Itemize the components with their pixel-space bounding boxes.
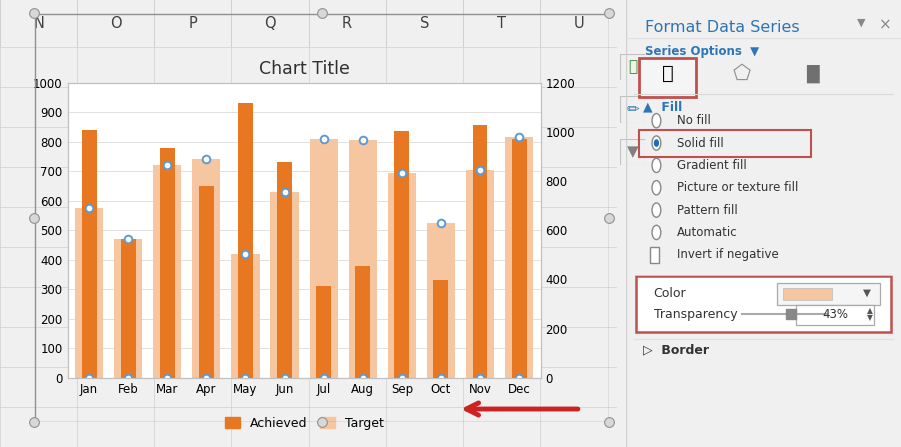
Bar (199, 186, 214, 378)
Bar (159, 148, 175, 378)
Bar (310, 139, 338, 378)
Bar (650, 247, 660, 263)
Text: ▼: ▼ (862, 288, 870, 298)
Title: Chart Title: Chart Title (259, 60, 350, 78)
Text: ⬠: ⬠ (733, 64, 751, 84)
Text: ▷  Border: ▷ Border (642, 343, 709, 356)
Text: Solid fill: Solid fill (677, 136, 724, 150)
Bar (349, 140, 377, 378)
Legend: Achieved, Target: Achieved, Target (220, 412, 388, 435)
Circle shape (652, 136, 660, 150)
Circle shape (652, 114, 660, 128)
Text: ＋: ＋ (628, 59, 637, 75)
Text: ✏: ✏ (626, 102, 639, 117)
Text: Automatic: Automatic (677, 226, 738, 239)
Bar (278, 162, 292, 378)
FancyBboxPatch shape (796, 305, 874, 325)
Text: Picture or texture fill: Picture or texture fill (677, 181, 798, 194)
Bar (355, 266, 370, 378)
Bar (238, 103, 253, 378)
Text: Color: Color (653, 287, 687, 300)
Bar (505, 137, 533, 378)
Bar (316, 286, 331, 378)
Text: ×: × (879, 18, 892, 33)
Bar (192, 160, 221, 378)
Bar (153, 165, 181, 378)
FancyBboxPatch shape (636, 276, 891, 332)
Text: ▼: ▼ (626, 144, 639, 160)
Text: R: R (342, 16, 352, 31)
Text: P: P (188, 16, 197, 31)
Bar (512, 139, 526, 378)
Circle shape (652, 203, 660, 217)
Circle shape (652, 158, 660, 173)
Bar (783, 288, 833, 300)
Text: ▐▌: ▐▌ (799, 64, 827, 83)
Text: ▲  Fill: ▲ Fill (642, 101, 682, 114)
Circle shape (652, 225, 660, 240)
Bar (387, 173, 416, 378)
Text: T: T (497, 16, 506, 31)
Bar (121, 239, 135, 378)
FancyBboxPatch shape (777, 283, 880, 305)
Bar (232, 254, 259, 378)
Text: Series Options  ▼: Series Options ▼ (645, 45, 760, 58)
Text: Transparency: Transparency (653, 308, 737, 321)
Bar (114, 239, 142, 378)
Text: ▼: ▼ (867, 313, 872, 322)
Text: Gradient fill: Gradient fill (677, 159, 747, 172)
FancyBboxPatch shape (639, 58, 696, 97)
Bar (270, 192, 298, 378)
Bar (473, 126, 487, 378)
Bar (82, 130, 96, 378)
Bar (395, 131, 409, 378)
Text: S: S (420, 16, 429, 31)
Circle shape (654, 140, 659, 146)
Bar (427, 223, 455, 378)
Text: ▼: ▼ (857, 18, 866, 28)
Text: No fill: No fill (677, 114, 711, 127)
Text: Q: Q (264, 16, 276, 31)
Text: Pattern fill: Pattern fill (677, 203, 738, 217)
Text: O: O (110, 16, 122, 31)
Circle shape (652, 181, 660, 195)
Text: ▲: ▲ (867, 306, 872, 315)
Text: 🪣: 🪣 (661, 64, 673, 83)
Bar (75, 208, 103, 378)
Bar (433, 280, 449, 378)
Text: Invert if negative: Invert if negative (677, 248, 778, 261)
Text: Format Data Series: Format Data Series (645, 20, 800, 35)
Text: 43%: 43% (823, 308, 849, 321)
Text: N: N (33, 16, 44, 31)
Bar (466, 170, 494, 378)
Text: U: U (573, 16, 584, 31)
